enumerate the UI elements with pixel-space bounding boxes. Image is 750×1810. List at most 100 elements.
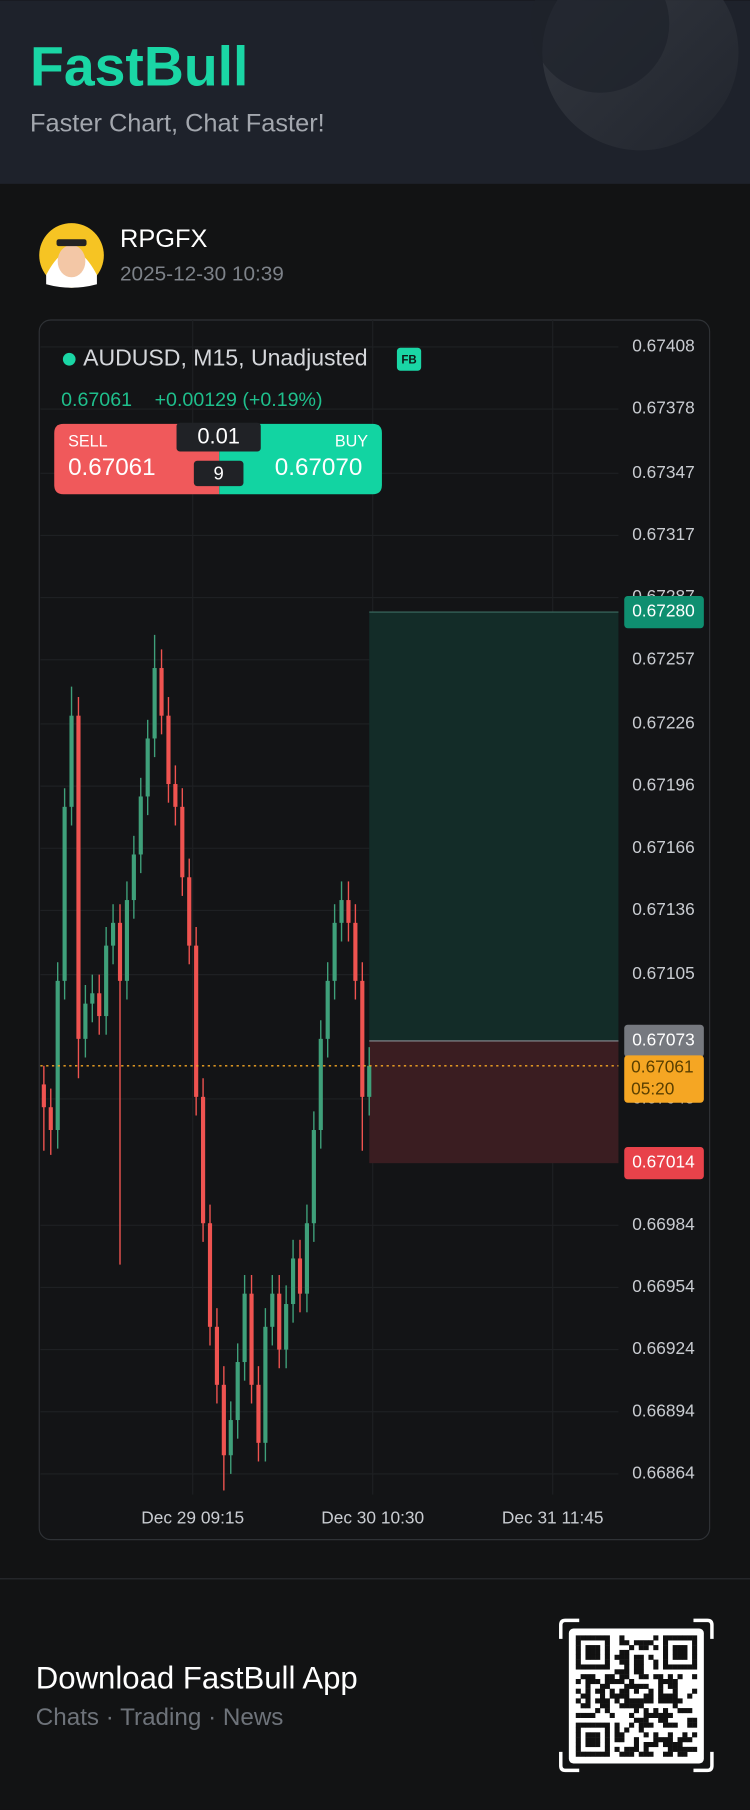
qr-module [600,1698,606,1704]
qr-module [638,1751,644,1757]
qr-module [663,1679,669,1685]
qr-module [624,1674,630,1680]
candle-body [339,900,344,923]
qr-module [595,1635,601,1641]
qr-module [677,1737,683,1743]
qr-module [600,1722,606,1728]
qr-module [643,1746,649,1752]
qr-module [663,1645,669,1651]
qr-module [648,1712,654,1718]
candle-body [152,668,157,739]
qr-module [667,1746,673,1752]
qr-module [663,1693,669,1699]
qr-module [585,1679,591,1685]
qr-module [600,1693,606,1699]
qr-module [687,1746,693,1752]
qr-module [667,1664,673,1670]
qr-module [633,1664,640,1670]
qr-module [595,1688,601,1694]
qr-module [667,1693,673,1699]
qr-module [677,1664,683,1670]
candle-body [69,715,74,807]
qr-module [677,1635,683,1641]
header-decoration [530,0,670,93]
qr-module [658,1693,664,1699]
qr-module [614,1722,620,1728]
chart: 0.674080.673780.673470.673170.672870.672… [40,320,704,1527]
y-tick-label: 0.67347 [632,462,695,482]
lot: 0.01 [197,423,240,448]
qr-module [648,1751,654,1757]
qr-module [643,1708,649,1714]
qr-module [682,1737,688,1743]
stop-loss-label: 0.67014 [632,1152,695,1172]
qr-module [643,1674,649,1680]
qr-module [619,1674,625,1680]
qr-module [575,1659,581,1665]
qr-module [672,1742,678,1748]
qr-module [687,1635,693,1641]
qr-module [692,1659,698,1665]
qr-module [658,1688,664,1694]
qr-module [595,1654,601,1660]
qr-module [575,1664,581,1670]
qr-module [575,1679,581,1685]
qr-module [658,1698,664,1704]
qr-module [648,1654,654,1660]
qr-module [638,1717,644,1723]
qr-module [687,1664,693,1670]
candle-body [194,945,199,1097]
qr-module [653,1659,659,1665]
qr-module [667,1683,673,1689]
qr-module [629,1679,635,1685]
footer-title: Download FastBull App [36,1661,358,1696]
qr-module [633,1746,640,1752]
x-tick-label: Dec 30 10:30 [321,1507,424,1527]
qr-module [600,1751,606,1757]
y-tick-label: 0.67196 [632,775,695,795]
tagline: Faster Chart, Chat Faster! [30,110,325,138]
qr-module [585,1732,591,1738]
qr-module [677,1649,683,1655]
y-tick-label: 0.67136 [632,899,695,919]
qr-module [663,1712,669,1718]
quote: 0.67061 [61,389,132,411]
qr-module [590,1635,596,1641]
take-profit-label-bg [624,595,704,629]
candle-body [90,993,95,1004]
qr-code[interactable] [575,1635,698,1757]
qr-module [595,1708,601,1714]
qr-module [692,1649,698,1655]
candle-body [221,1384,226,1456]
qr-module [585,1742,591,1748]
qr-module [672,1746,678,1752]
qr-module [692,1674,698,1680]
qr-module [638,1645,644,1651]
qr-module [619,1751,625,1757]
qr-module [629,1746,635,1752]
qr-module [590,1751,596,1757]
qr-module [624,1693,630,1699]
qr-module [653,1742,659,1748]
candle-body [228,1420,233,1456]
qr-module [604,1664,610,1670]
qr-module [672,1722,678,1728]
qr-module [614,1698,620,1704]
qr-module [604,1649,610,1655]
qr-module [614,1732,620,1738]
qr-module [614,1654,620,1660]
qr-module [580,1635,586,1641]
qr-module [653,1732,659,1738]
lot-box[interactable] [176,422,261,452]
qr-module [575,1732,581,1738]
qr-module [629,1703,635,1709]
qr-module [590,1654,596,1660]
candle-body [277,1293,282,1350]
qr-module [692,1717,698,1723]
y-tick-label: 0.66864 [632,1462,695,1482]
candle-body [367,1065,372,1097]
avatar [39,223,104,288]
qr-module [580,1674,586,1680]
qr-module [663,1654,669,1660]
qr-module [614,1746,620,1752]
